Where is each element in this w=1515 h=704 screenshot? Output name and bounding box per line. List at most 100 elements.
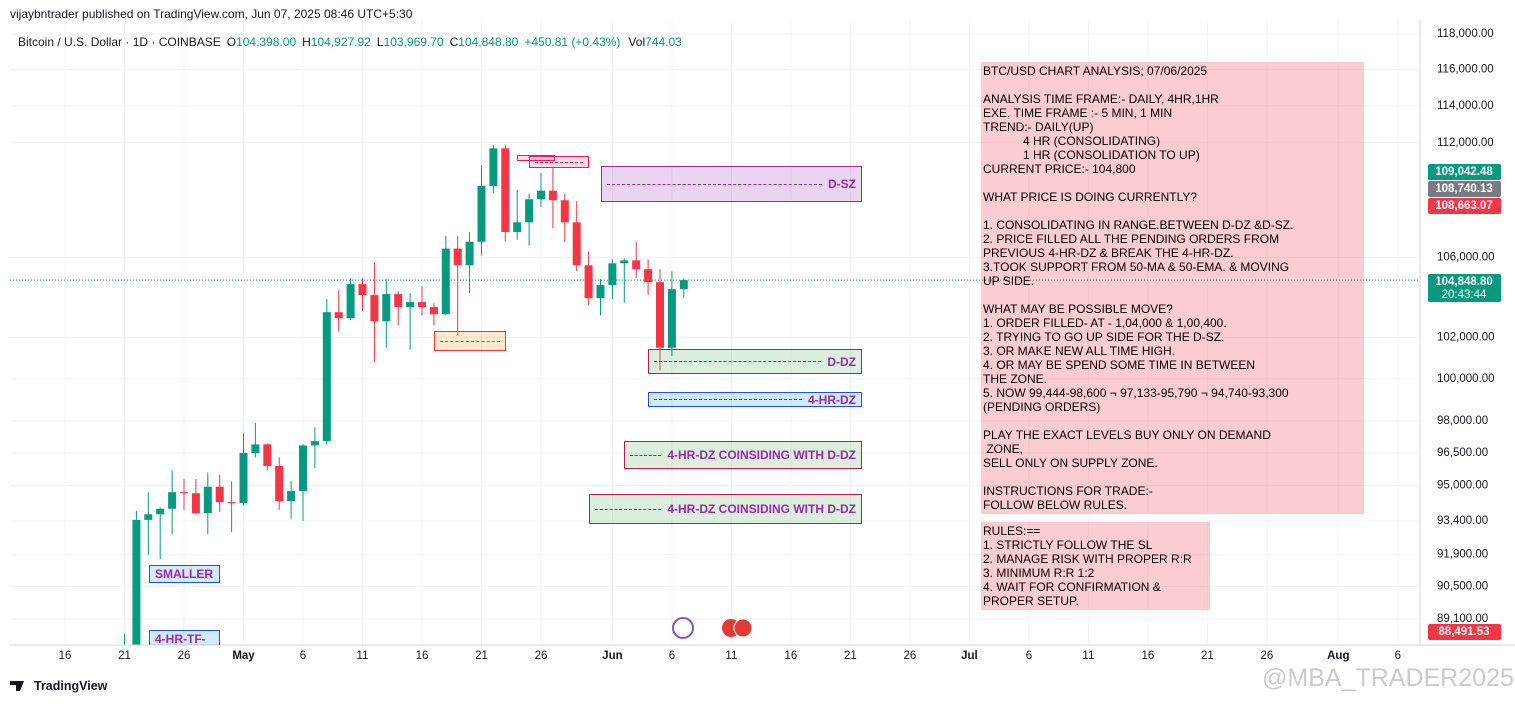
- candle-body: [679, 280, 688, 290]
- note-line: 3. MINIMUM R:R 1:2: [983, 566, 1095, 580]
- candle-body: [168, 492, 177, 509]
- zone: D-SZ: [601, 166, 862, 202]
- candle-body: [132, 519, 141, 645]
- zone-label: D-SZ: [828, 177, 856, 191]
- note-line: INSTRUCTIONS FOR TRADE:-: [983, 484, 1153, 498]
- zone: [517, 155, 555, 161]
- price-tag: [1428, 181, 1501, 197]
- candle-body: [560, 200, 569, 223]
- candle-body: [370, 295, 379, 322]
- volume: 744.03: [645, 35, 682, 49]
- paragraph: 1. CONSOLIDATING IN RANGE.BETWEEN D-DZ &…: [983, 218, 1362, 288]
- paragraph: WHAT MAY BE POSSIBLE MOVE? 1. ORDER FILLE…: [983, 302, 1362, 414]
- y-tick-label: 116,000.00: [1437, 64, 1494, 76]
- field-key: H: [302, 35, 311, 49]
- note-line: FOLLOW BELOW RULES.: [983, 498, 1128, 512]
- price-tag: [1428, 198, 1501, 214]
- candle-body: [465, 241, 474, 266]
- x-tick-label: Jun: [602, 650, 622, 662]
- zone: [434, 331, 506, 351]
- candle-body: [644, 269, 653, 283]
- symbol: Bitcoin / U.S. Dollar · 1D · COINBASE: [18, 35, 221, 49]
- note-line: 2. MANAGE RISK WITH PROPER R:R: [983, 552, 1192, 566]
- note-line: 2. PRICE FILLED ALL THE PENDING ORDERS F…: [983, 232, 1280, 246]
- note-line: 1. ORDER FILLED- AT - 1,04,000 & 1,00,40…: [983, 316, 1227, 330]
- x-tick-label: May: [232, 650, 255, 662]
- x-tick-label: 21: [118, 650, 131, 662]
- zone: D-DZ: [648, 349, 862, 374]
- countdown: 20:43:44: [1442, 289, 1487, 301]
- price-tag-label: 108,740.13: [1435, 183, 1493, 195]
- field-value: 104,398.00: [236, 35, 297, 49]
- y-tick-label: 106,000.00: [1437, 251, 1495, 263]
- x-tick-label: 16: [785, 650, 798, 662]
- note-line: RULES:==: [983, 524, 1041, 538]
- zone-label: 4-HR-DZ: [808, 392, 856, 407]
- candle-body: [548, 190, 557, 201]
- zone: [529, 156, 589, 168]
- price-tag-label: 108,663.07: [1435, 200, 1493, 212]
- zone-label: 4-HR-TF-: [155, 632, 206, 645]
- zone: 4-HR-DZ COINSIDING WITH D-DZ: [624, 441, 862, 469]
- label-box: 4-HR-TF-: [149, 630, 220, 645]
- note-line: BTC/USD CHART ANALYSIS; 07/06/2025: [983, 64, 1208, 78]
- brand: TradingView: [34, 679, 108, 693]
- zone-label: SMALLER: [155, 567, 213, 581]
- x-tick-label: 6: [1395, 650, 1401, 662]
- x-tick-label: 21: [844, 650, 857, 662]
- note-line: ZONE,: [983, 442, 1024, 456]
- x-tick-label: 6: [1026, 650, 1032, 662]
- note-line: CURRENT PRICE:- 104,800: [983, 162, 1136, 176]
- candle-body: [299, 445, 307, 492]
- note-line: 1. STRICTLY FOLLOW THE SL: [983, 538, 1153, 552]
- note-line: (PENDING ORDERS): [983, 400, 1101, 414]
- candle-body: [489, 148, 498, 186]
- note-line: THE ZONE.: [983, 372, 1048, 386]
- x-tick-label: 26: [904, 650, 917, 662]
- note-line: EXE. TIME FRAME :- 5 MIN, 1 MIN: [983, 106, 1173, 120]
- y-tick-label: 100,000.00: [1437, 373, 1495, 385]
- note-line: SELL ONLY ON SUPPLY ZONE.: [983, 456, 1158, 470]
- paragraph: PLAY THE EXACT LEVELS BUY ONLY ON DEMAND…: [983, 428, 1362, 470]
- candle-body: [144, 514, 153, 520]
- price-tag-label: 109,042.48: [1435, 166, 1493, 178]
- candle-body: [572, 222, 581, 266]
- y-tick-label: 91,900.00: [1437, 549, 1488, 561]
- candle-body: [537, 190, 545, 200]
- candle-body: [596, 285, 605, 299]
- watermark: @MBA_TRADER2025: [1262, 664, 1514, 692]
- zone-label: 4-HR-DZ COINSIDING WITH D-DZ: [667, 502, 856, 516]
- paragraph: BTC/USD CHART ANALYSIS; 07/06/2025: [983, 64, 1362, 78]
- price-tag: [1428, 164, 1501, 180]
- change: +450.81 (+0.43%): [524, 35, 621, 49]
- candle-body: [608, 263, 617, 286]
- candle-body: [656, 282, 664, 348]
- candle-body: [346, 284, 355, 319]
- note-line: 3.TOOK SUPPORT FROM 50-MA & 50-EMA. & MO…: [983, 260, 1290, 274]
- x-tick-label: Jul: [961, 650, 978, 662]
- y-tick-label: 93,400.00: [1437, 515, 1488, 527]
- field-value: 104,927.92: [310, 35, 371, 49]
- x-tick-label: 16: [416, 650, 429, 662]
- candle-body: [121, 657, 129, 704]
- candle-body: [382, 294, 391, 322]
- candle-body: [156, 508, 165, 515]
- candle-body: [191, 493, 200, 514]
- candle-body: [203, 486, 212, 514]
- paragraph: ANALYSIS TIME FRAME:- DAILY, 4HR,1HR EXE.…: [983, 92, 1362, 176]
- candle-body: [251, 444, 260, 453]
- brand-logo: [10, 681, 24, 691]
- candle-body: [525, 199, 534, 223]
- field-key: O: [226, 35, 237, 49]
- field-key: L: [376, 35, 384, 49]
- candle-body: [477, 185, 486, 242]
- candle-body: [358, 284, 367, 296]
- zone: 4-HR-DZ: [648, 392, 862, 407]
- candle-body: [632, 260, 641, 270]
- paragraph: WHAT PRICE IS DOING CURRENTLY?: [983, 190, 1362, 204]
- candle-body: [667, 289, 676, 348]
- candle-body: [584, 265, 593, 299]
- candle-body: [263, 444, 272, 466]
- y-tick-label: 89,100.00: [1437, 613, 1488, 625]
